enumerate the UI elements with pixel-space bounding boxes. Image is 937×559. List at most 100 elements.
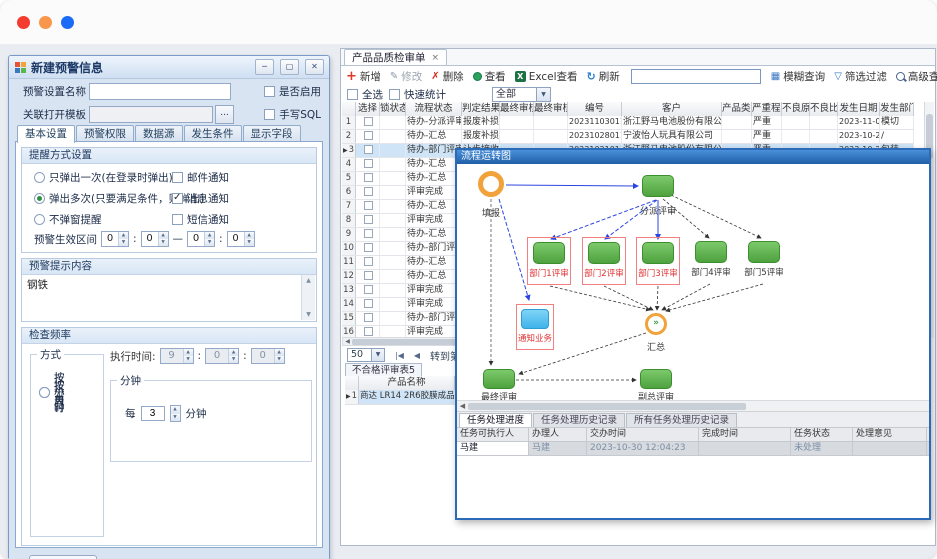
task-row[interactable]: 马建 马建 2023-10-30 12:04:23 未处理	[457, 442, 929, 456]
row-select-cell[interactable]	[356, 312, 380, 325]
row-select-cell[interactable]	[356, 116, 380, 129]
grid-header-cell[interactable]: 最终审核意见	[500, 102, 534, 116]
dialog-tab[interactable]: 显示字段	[242, 125, 301, 143]
close-button[interactable]: ✕	[305, 59, 324, 75]
prev-page-button[interactable]: ◀	[413, 350, 421, 360]
grid-header-cell[interactable]: 选择	[356, 102, 380, 116]
edit-button[interactable]: ✎ 修改	[389, 70, 423, 83]
grid-header-cell[interactable]: 发生部门	[880, 102, 914, 116]
row-select-cell[interactable]	[356, 242, 380, 255]
subgrid-tab[interactable]: 不合格评审表5	[345, 363, 423, 377]
row-checkbox[interactable]	[364, 271, 373, 280]
checkbox-option[interactable]: 消息通知	[172, 188, 229, 209]
department-node[interactable]: 部门2评审	[582, 237, 626, 285]
task-tab[interactable]: 任务处理进度	[459, 413, 533, 427]
row-select-cell[interactable]	[356, 130, 380, 143]
exec-second-stepper[interactable]: 0 ▲ ▼	[250, 348, 285, 364]
tab-product-quality[interactable]: 产品品质检审单 ×	[344, 49, 448, 65]
browse-button[interactable]: ...	[215, 105, 234, 124]
dialog-titlebar[interactable]: 新建预警信息 ─ ▢ ✕	[9, 56, 329, 79]
checkbox-option[interactable]: 邮件通知	[172, 167, 229, 188]
grid-header-cell[interactable]: 不良原因	[782, 102, 810, 116]
row-select-cell[interactable]	[356, 326, 380, 339]
spinner-arrows[interactable]: ▲ ▼	[243, 232, 254, 246]
minimize-button[interactable]: ─	[255, 59, 274, 75]
row-checkbox[interactable]	[364, 299, 373, 308]
quick-stats-checkbox[interactable]: 快速统计	[389, 87, 446, 102]
department-node[interactable]: 部门4评审	[689, 237, 733, 285]
task-header-cell[interactable]: 处理意见	[853, 428, 927, 441]
enabled-checkbox[interactable]: 是否启用	[264, 84, 321, 99]
grid-header-cell[interactable]: 发生日期	[838, 102, 880, 116]
row-select-cell[interactable]	[356, 200, 380, 213]
range-min-start-stepper[interactable]: 0 ▲ ▼	[140, 231, 169, 247]
notify-business-node[interactable]: 通知业务	[516, 304, 554, 350]
row-checkbox[interactable]	[364, 117, 373, 126]
row-checkbox[interactable]	[364, 313, 373, 322]
spinner-arrows[interactable]: ▲ ▼	[204, 232, 215, 246]
row-select-cell[interactable]	[356, 270, 380, 283]
row-checkbox[interactable]	[364, 159, 373, 168]
scroll-down-icon[interactable]: ▼	[306, 311, 311, 318]
minute-interval-input[interactable]	[140, 406, 165, 421]
spinner-arrows[interactable]: ▲ ▼	[228, 349, 239, 363]
excel-view-button[interactable]: X Excel查看	[514, 69, 578, 84]
page-size-dropdown[interactable]: 50	[347, 348, 385, 362]
search-input[interactable]	[630, 68, 761, 84]
row-select-cell[interactable]	[356, 144, 380, 157]
textarea-scrollbar[interactable]: ▲ ▼	[301, 275, 315, 320]
alert-content-textarea[interactable]: 钢铁	[27, 279, 48, 291]
radio-option[interactable]: 不弹窗提醒	[34, 209, 204, 230]
scrollbar-thumb[interactable]	[352, 338, 542, 345]
grid-header-cell[interactable]: 最终审核说明	[534, 102, 568, 116]
new-button[interactable]: + 新增	[346, 68, 381, 84]
spinner-arrows[interactable]: ▲ ▼	[169, 405, 181, 422]
task-header-cell[interactable]: 完成时间	[699, 428, 791, 441]
scrollbar-thumb[interactable]	[926, 114, 933, 159]
chevron-down-icon[interactable]	[536, 87, 550, 101]
window-dot-red[interactable]	[17, 15, 30, 29]
alert-name-input[interactable]	[89, 83, 231, 100]
department-node[interactable]: 部门5评审	[742, 237, 786, 285]
tab-close-icon[interactable]: ×	[431, 52, 440, 63]
row-checkbox[interactable]	[364, 145, 373, 154]
vp-review-node[interactable]	[640, 369, 672, 389]
subgrid-header-product[interactable]: 产品名称	[359, 376, 455, 390]
radio-option[interactable]: 弹出多次(只要满足条件，则弹出)	[34, 188, 204, 209]
frequency-radio-option[interactable]: 按月	[39, 373, 65, 412]
task-header-cell[interactable]: 交办时间	[587, 428, 699, 441]
scope-dropdown[interactable]: 全部	[492, 86, 551, 102]
grid-header-cell[interactable]: 严重程度	[752, 102, 782, 116]
range-hour-end-stepper[interactable]: 0 ▲ ▼	[187, 231, 216, 247]
refresh-button[interactable]: ↻ 刷新	[586, 69, 620, 83]
grid-header-cell[interactable]: 判定结果	[462, 102, 500, 116]
scrollbar-thumb[interactable]	[468, 402, 746, 410]
grid-header-cell[interactable]: 编号	[568, 102, 622, 116]
dialog-tab[interactable]: 预警权限	[76, 125, 134, 143]
spinner-arrows[interactable]: ▲ ▼	[157, 232, 168, 246]
filter-button[interactable]: ▽ 筛选过滤	[834, 70, 887, 83]
dialog-tab[interactable]: 基本设置	[17, 125, 75, 143]
department-node[interactable]: 部门3评审	[636, 237, 680, 285]
row-checkbox[interactable]	[364, 173, 373, 182]
grid-header-cell[interactable]: 客户	[622, 102, 722, 116]
row-checkbox[interactable]	[364, 243, 373, 252]
final-review-node[interactable]	[483, 369, 515, 389]
task-tab[interactable]: 任务处理历史记录	[533, 413, 626, 427]
range-min-end-stepper[interactable]: 0 ▲ ▼	[226, 231, 255, 247]
task-header-cell[interactable]: 任务可执行人	[457, 428, 529, 441]
row-select-cell[interactable]	[356, 256, 380, 269]
table-row[interactable]: 1 待办-分派评审 报废补损 20231103011 浙江野马电池股份有限公司 …	[342, 116, 914, 130]
row-select-cell[interactable]	[356, 172, 380, 185]
department-node[interactable]: 部门1评审	[527, 237, 571, 285]
popup-titlebar[interactable]: 流程运转图	[457, 150, 929, 164]
grid-header-cell[interactable]: 流程状态	[406, 102, 462, 116]
spinner-arrows[interactable]: ▲ ▼	[118, 232, 128, 246]
row-select-cell[interactable]	[356, 228, 380, 241]
spinner-arrows[interactable]: ▲ ▼	[182, 349, 193, 363]
grid-header-cell[interactable]: 产品类型	[722, 102, 752, 116]
dialog-bottom-button-partial[interactable]	[29, 555, 97, 559]
row-select-cell[interactable]	[356, 284, 380, 297]
dialog-tab[interactable]: 发生条件	[183, 125, 242, 143]
exec-hour-stepper[interactable]: 9 ▲ ▼	[159, 348, 194, 364]
